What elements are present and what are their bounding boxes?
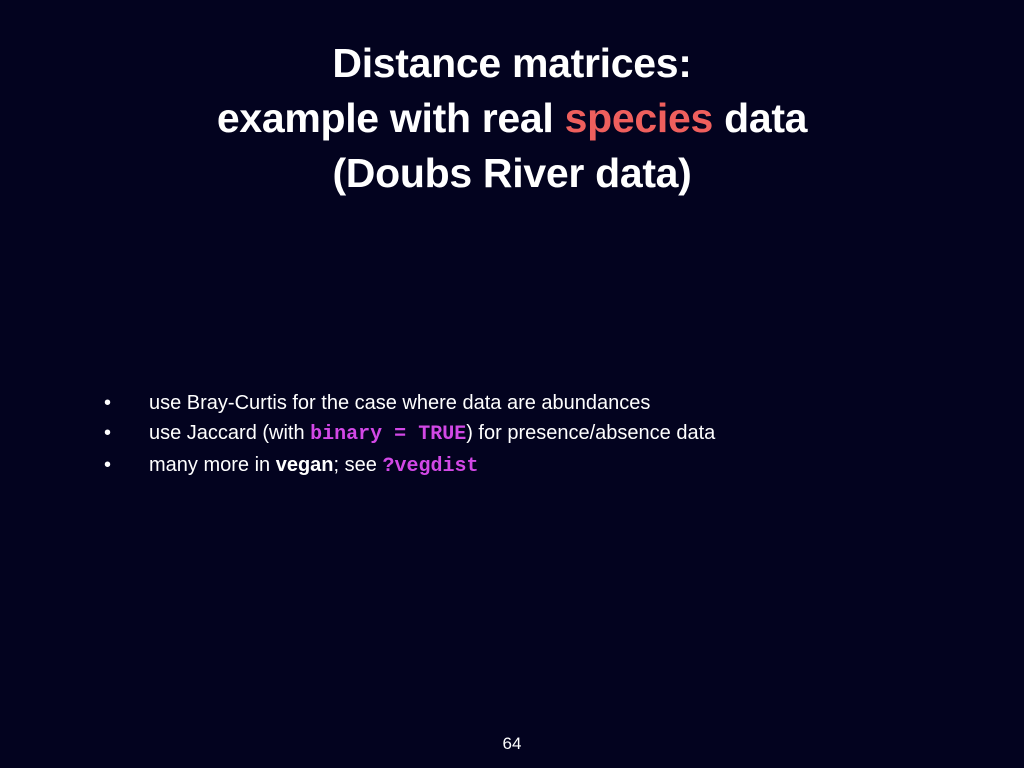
bullet-text: use Bray-Curtis for the case where data … [149,392,651,414]
bullet-item-jaccard: • use Jaccard (with binary = TRUE) for p… [104,418,715,450]
bullet-item-bray-curtis: • use Bray-Curtis for the case where dat… [104,388,715,418]
title-line-2-prefix: example with real [216,95,565,141]
bullet-marker: • [104,422,112,444]
title-line-2: example with real species data [0,91,1024,146]
title-line-3: (Doubs River data) [332,150,692,196]
package-name-vegan: vegan [275,454,334,476]
code-binary-true: binary = TRUE [310,423,467,446]
title-line-2-suffix: data [712,95,808,141]
slide-title: Distance matrices: example with real spe… [0,36,1024,201]
bullet-marker: • [104,392,112,414]
title-accent-species: species [564,95,714,141]
bullet-list: • use Bray-Curtis for the case where dat… [104,388,715,482]
bullet-item-vegan: • many more in vegan; see ?vegdist [104,450,715,482]
bullet-text-prefix: many more in [149,454,276,476]
title-line-1: Distance matrices: [332,40,692,86]
bullet-text-middle: ; see [333,454,383,476]
bullet-text-suffix: ) for presence/absence data [466,422,716,444]
page-number: 64 [502,734,522,753]
bullet-text-prefix: use Jaccard (with [149,422,311,444]
code-vegdist-help: ?vegdist [382,455,479,478]
bullet-marker: • [104,454,112,476]
